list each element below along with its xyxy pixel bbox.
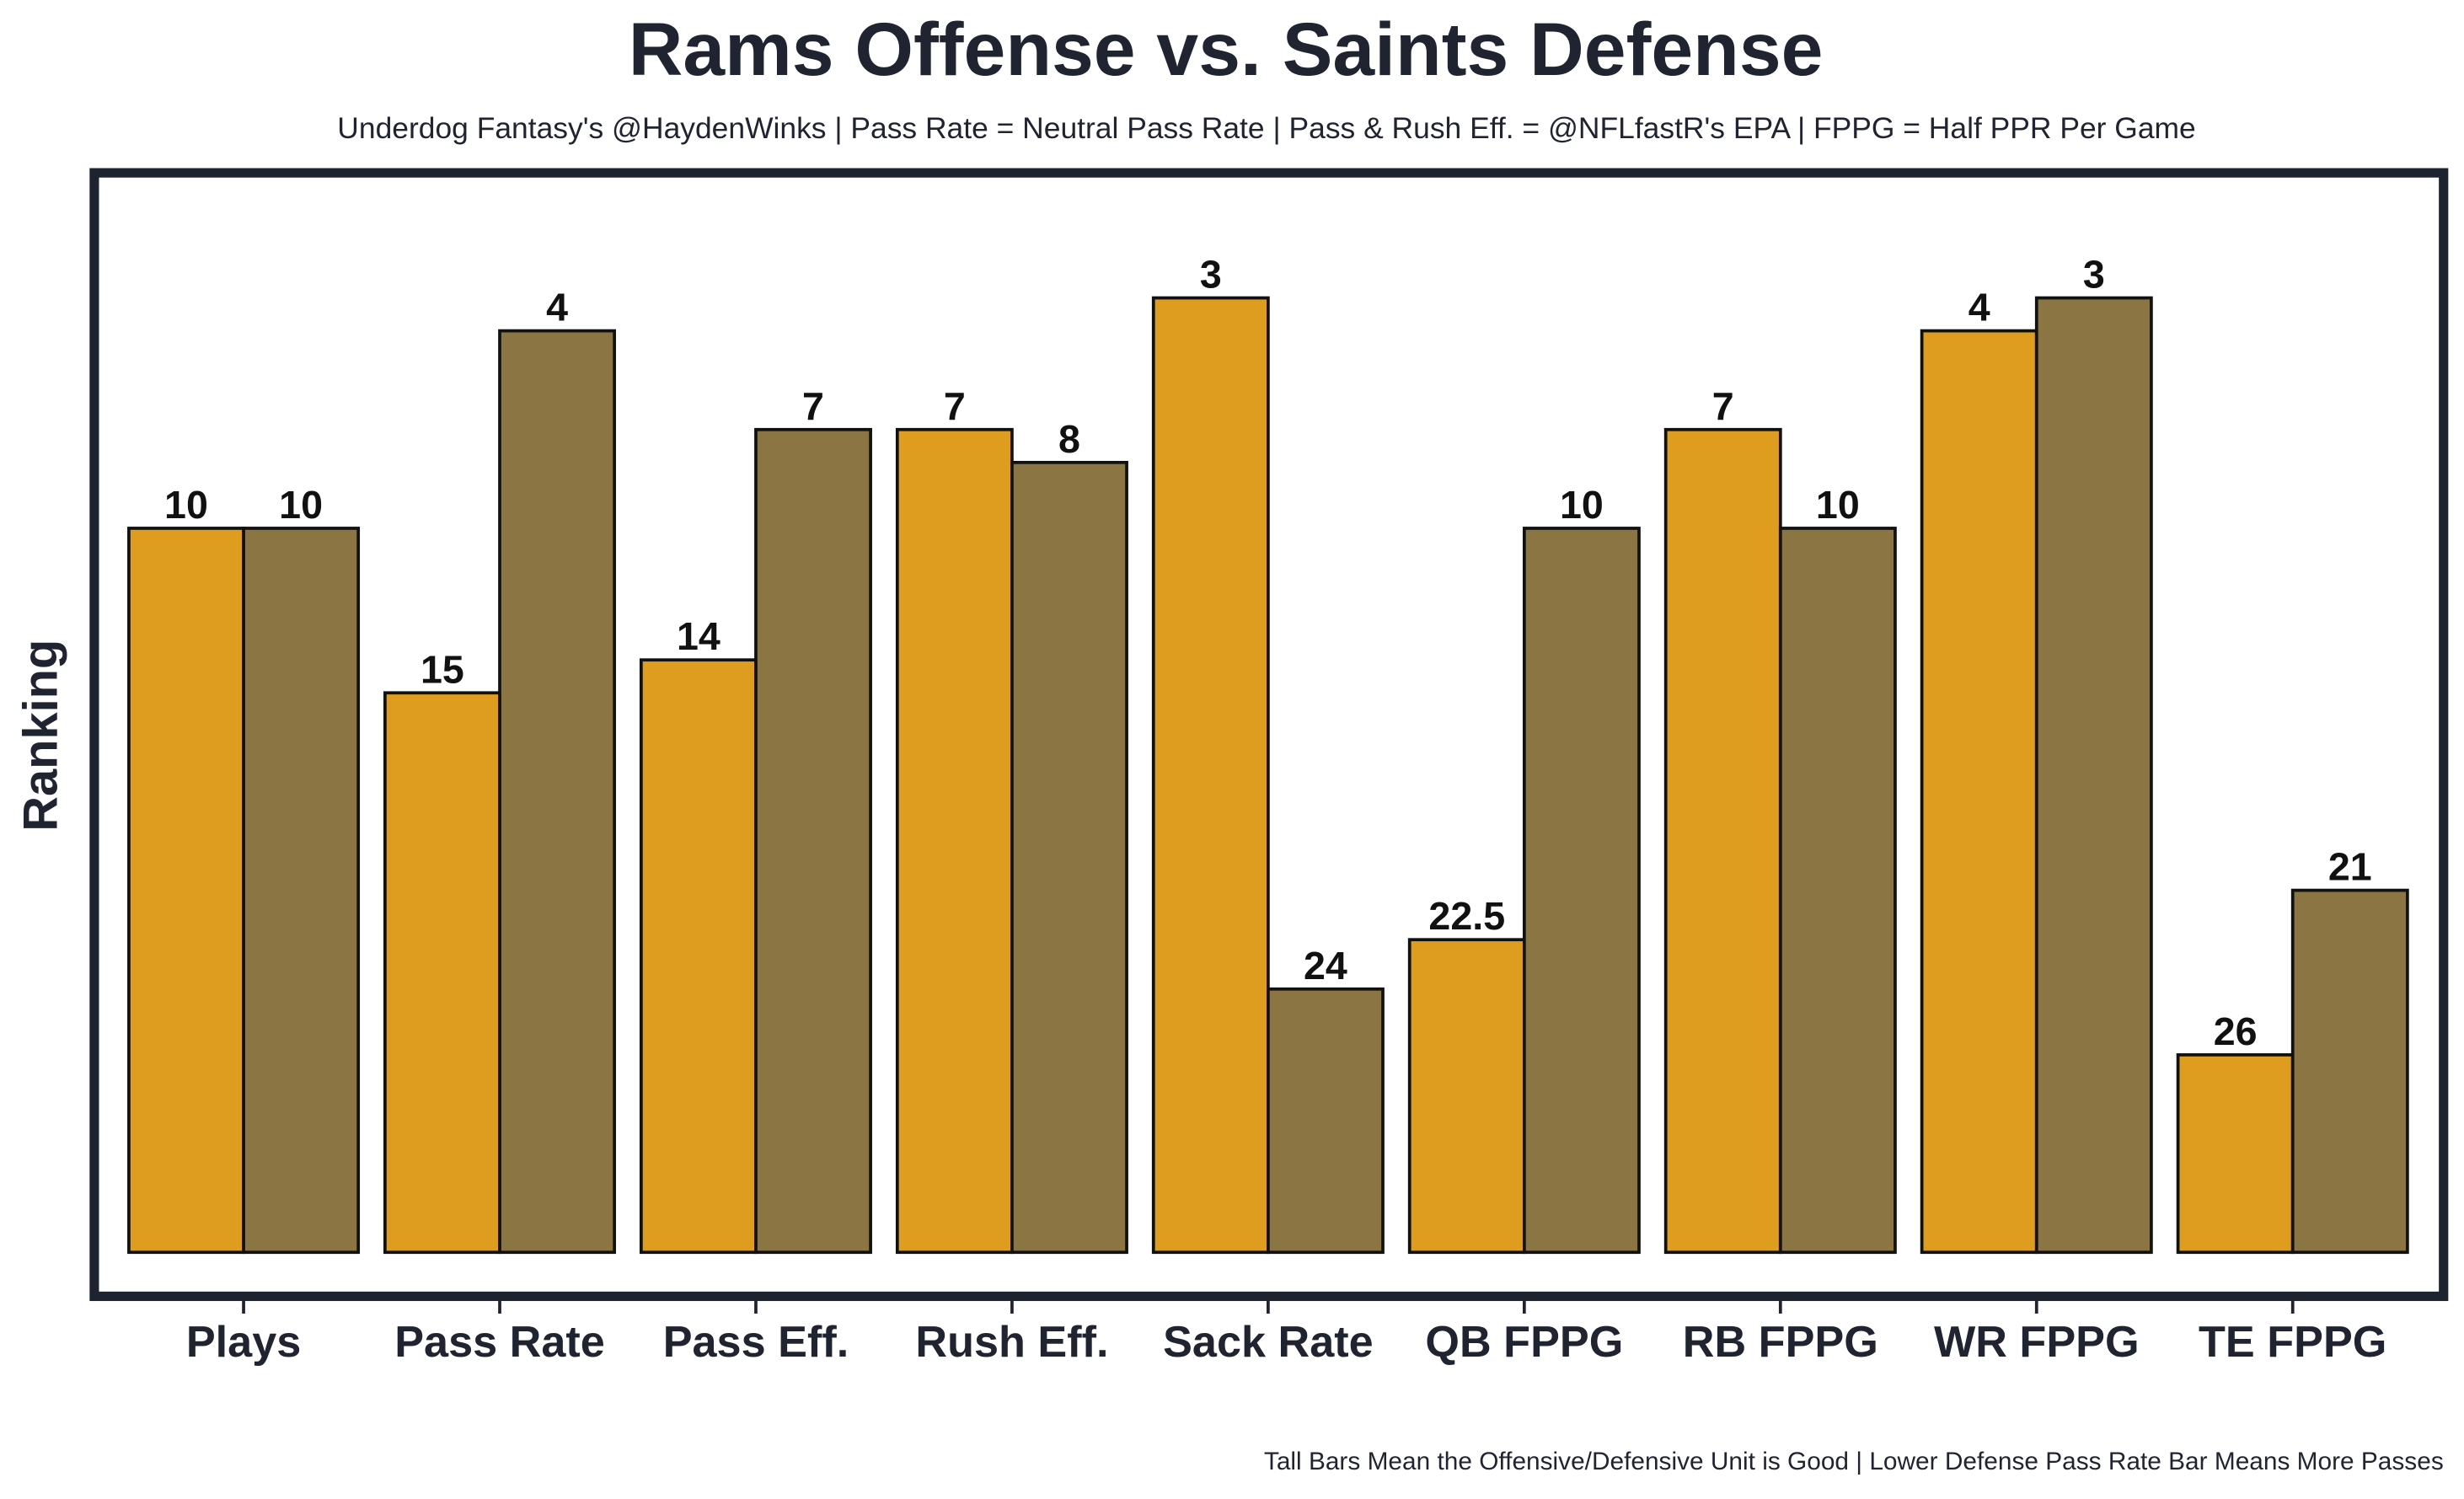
data-label: 10 <box>1816 483 1860 527</box>
data-label: 4 <box>1969 286 1990 329</box>
bar <box>639 658 758 1255</box>
footnote: Tall Bars Mean the Offensive/Defensive U… <box>1264 1448 2444 1475</box>
data-label: 3 <box>1200 253 1222 297</box>
x-tick-label: RB FPPG <box>1683 1318 1878 1367</box>
data-label: 21 <box>2328 845 2372 889</box>
x-tick-label: Rush Eff. <box>915 1318 1108 1367</box>
x-tick-label: QB FPPG <box>1425 1318 1623 1367</box>
data-label: 4 <box>546 286 568 329</box>
bar <box>895 427 1014 1255</box>
data-label: 10 <box>1560 483 1604 527</box>
bar <box>2290 888 2409 1255</box>
plot-frame <box>89 168 2449 1302</box>
data-label: 26 <box>2214 1009 2258 1053</box>
x-tick-label: Plays <box>186 1318 301 1367</box>
bar <box>1663 427 1782 1255</box>
data-label: 15 <box>420 647 464 691</box>
bar <box>383 691 501 1255</box>
data-label: 7 <box>1712 384 1734 428</box>
bar <box>1151 296 1270 1255</box>
x-tick-label: Pass Eff. <box>663 1318 849 1367</box>
chart-title: Rams Offense vs. Saints Defense <box>629 7 1824 91</box>
data-label: 7 <box>802 384 824 428</box>
bar <box>2034 296 2153 1255</box>
y-axis-label: Ranking <box>13 640 67 832</box>
bar <box>1267 987 1385 1255</box>
bar <box>498 329 617 1255</box>
bar <box>127 527 245 1255</box>
bar <box>754 427 872 1255</box>
data-label: 8 <box>1058 417 1080 461</box>
data-label: 24 <box>1304 944 1347 988</box>
bar <box>1407 938 1526 1255</box>
x-tick-label: WR FPPG <box>1934 1318 2140 1367</box>
bar <box>1778 527 1897 1255</box>
data-label: 10 <box>164 483 208 527</box>
chart-subtitle: Underdog Fantasy's @HaydenWinks | Pass R… <box>337 111 2195 145</box>
bar <box>1010 460 1128 1255</box>
data-label: 10 <box>279 483 323 527</box>
x-tick-label: Sack Rate <box>1163 1318 1374 1367</box>
data-label: 14 <box>677 614 720 658</box>
x-tick-label: TE FPPG <box>2199 1318 2386 1367</box>
bar <box>2176 1053 2295 1255</box>
bar <box>1920 329 2038 1255</box>
bar <box>1522 527 1641 1255</box>
data-label: 3 <box>2083 253 2105 297</box>
data-label: 22.5 <box>1428 894 1505 938</box>
data-label: 7 <box>944 384 966 428</box>
x-tick-label: Pass Rate <box>394 1318 605 1367</box>
bar <box>242 527 361 1255</box>
